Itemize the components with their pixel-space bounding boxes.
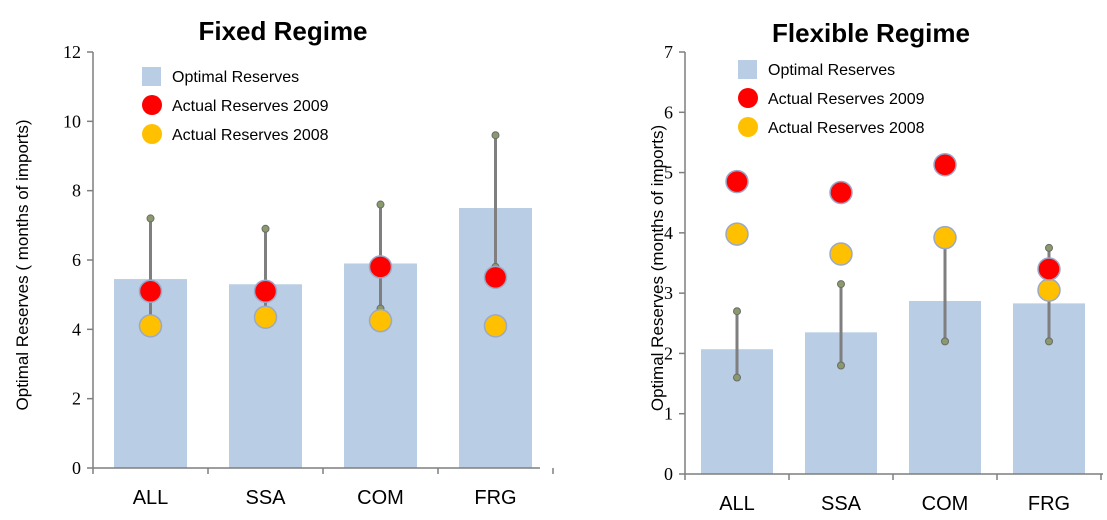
flexible-range-low-marker bbox=[1045, 337, 1053, 346]
fixed-legend-label: Actual Reserves 2008 bbox=[172, 127, 329, 144]
flexible-point-actual-reserves-2008-ssa bbox=[829, 242, 853, 266]
fixed-legend-label: Optimal Reserves bbox=[172, 69, 299, 86]
fixed-range-high-marker bbox=[491, 131, 500, 140]
flexible-legend-swatch-optimal bbox=[738, 60, 757, 79]
flexible-y-tick-label: 2 bbox=[664, 343, 673, 363]
flexible-range-low-marker bbox=[733, 373, 741, 382]
fixed-x-tick-label-frg: FRG bbox=[474, 487, 516, 509]
flexible-legend-label: Actual Reserves 2008 bbox=[768, 120, 925, 137]
fixed-y-tick-label: 0 bbox=[72, 458, 81, 478]
flexible-point-actual-reserves-2008-frg bbox=[1037, 278, 1061, 302]
flexible-point-actual-reserves-2009-ssa bbox=[829, 180, 853, 205]
flexible-y-tick-label: 5 bbox=[664, 163, 673, 183]
fixed-point-actual-reserves-2009-all bbox=[138, 279, 163, 303]
flexible-range-high-marker bbox=[837, 280, 845, 289]
flexible-point-actual-reserves-2009-all bbox=[725, 169, 749, 194]
flexible-point-actual-reserves-2008-com bbox=[933, 225, 957, 250]
flexible-legend-label: Optimal Reserves bbox=[768, 62, 895, 79]
fixed-x-tick-label-com: COM bbox=[357, 487, 404, 509]
flexible-legend-label: Actual Reserves 2009 bbox=[768, 91, 925, 108]
flexible-y-tick-label: 7 bbox=[664, 42, 673, 62]
fixed-legend-swatch-optimal bbox=[142, 67, 161, 86]
fixed-y-tick-label: 2 bbox=[72, 389, 81, 409]
fixed-point-actual-reserves-2008-all bbox=[138, 314, 163, 338]
flexible-y-tick-label: 0 bbox=[664, 464, 673, 484]
flexible-chart: Flexible Regime Optimal Reserves (months … bbox=[648, 18, 1103, 515]
flexible-legend-marker bbox=[738, 117, 758, 137]
fixed-chart-title: Fixed Regime bbox=[198, 16, 367, 46]
flexible-y-axis-label: Optimal Reserves (months of imports) bbox=[648, 125, 667, 411]
fixed-point-actual-reserves-2008-frg bbox=[483, 314, 508, 338]
fixed-y-tick-label: 10 bbox=[63, 111, 81, 131]
fixed-y-tick-label: 12 bbox=[63, 42, 81, 62]
flexible-y-tick-label: 1 bbox=[664, 404, 673, 424]
fixed-chart: Fixed Regime Optimal Reserves ( months of… bbox=[13, 16, 554, 509]
flexible-point-actual-reserves-2009-frg bbox=[1037, 257, 1061, 281]
fixed-y-tick-label: 8 bbox=[72, 181, 81, 201]
fixed-point-actual-reserves-2009-ssa bbox=[253, 279, 278, 303]
fixed-x-tick-label-all: ALL bbox=[133, 487, 169, 509]
flexible-point-actual-reserves-2008-all bbox=[725, 222, 749, 246]
fixed-legend-marker bbox=[142, 95, 162, 115]
fixed-y-axis-label: Optimal Reserves ( months of imports) bbox=[13, 120, 32, 411]
flexible-legend: Optimal Reserves Actual Reserves 2009 Actu… bbox=[738, 60, 925, 137]
fixed-legend-label: Actual Reserves 2009 bbox=[172, 98, 329, 115]
flexible-y-tick-label: 6 bbox=[664, 102, 673, 122]
flexible-chart-title: Flexible Regime bbox=[772, 18, 970, 48]
flexible-y-tick-label: 3 bbox=[664, 283, 673, 303]
fixed-point-actual-reserves-2008-com bbox=[368, 308, 393, 333]
flexible-x-tick-label-frg: FRG bbox=[1028, 493, 1070, 515]
flexible-legend-marker bbox=[738, 88, 758, 108]
fixed-point-actual-reserves-2008-ssa bbox=[253, 305, 278, 329]
fixed-legend-marker bbox=[142, 124, 162, 144]
flexible-x-tick-label-ssa: SSA bbox=[821, 493, 862, 515]
flexible-x-tick-label-com: COM bbox=[922, 493, 969, 515]
fixed-x-tick-label-ssa: SSA bbox=[245, 487, 286, 509]
flexible-range-high-marker bbox=[1045, 243, 1053, 252]
fixed-y-tick-label: 4 bbox=[72, 319, 81, 339]
flexible-range-low-marker bbox=[941, 337, 949, 346]
fixed-point-actual-reserves-2009-frg bbox=[483, 265, 508, 290]
fixed-point-actual-reserves-2009-com bbox=[368, 255, 393, 279]
flexible-range-high-marker bbox=[733, 307, 741, 316]
flexible-y-tick-label: 4 bbox=[664, 223, 673, 243]
flexible-point-actual-reserves-2009-com bbox=[933, 152, 957, 177]
flexible-x-tick-label-all: ALL bbox=[719, 493, 755, 515]
flexible-range-low-marker bbox=[837, 361, 845, 370]
fixed-legend: Optimal Reserves Actual Reserves 2009 Actu… bbox=[142, 67, 329, 144]
fixed-range-high-marker bbox=[376, 200, 385, 209]
fixed-range-high-marker bbox=[261, 224, 270, 233]
fixed-y-tick-label: 6 bbox=[72, 250, 81, 270]
fixed-range-high-marker bbox=[146, 214, 155, 223]
